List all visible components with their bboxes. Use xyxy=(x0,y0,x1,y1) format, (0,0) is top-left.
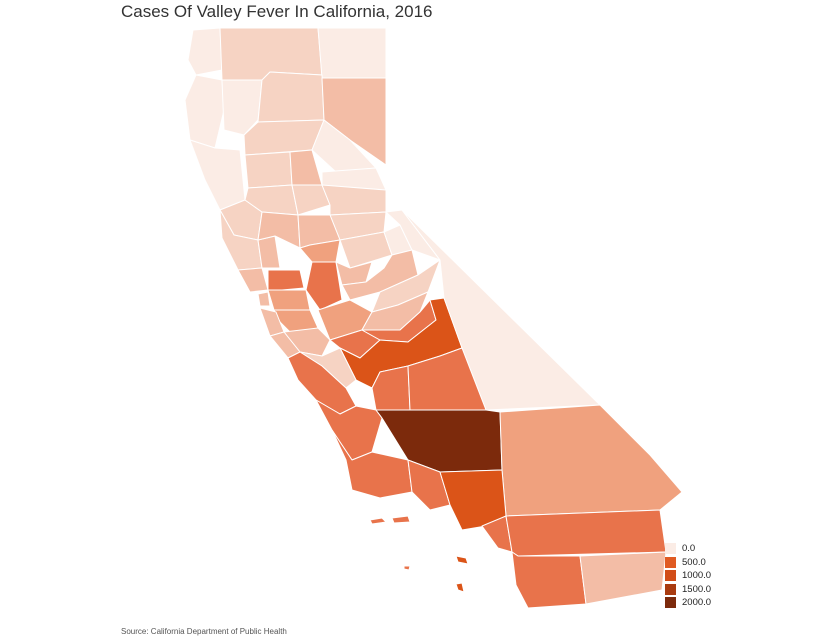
map-title: Cases Of Valley Fever In California, 201… xyxy=(121,2,433,21)
county-calaveras xyxy=(341,249,419,301)
county-solano xyxy=(267,269,305,291)
island-san-nicolas xyxy=(403,565,411,571)
county-imperial xyxy=(579,551,667,605)
county-napa xyxy=(257,235,281,269)
county-shasta xyxy=(257,71,325,123)
county-trinity xyxy=(221,79,263,136)
county-san-bernardino xyxy=(499,404,683,517)
county-riverside xyxy=(505,509,667,557)
legend-swatch xyxy=(665,583,676,595)
county-san-luis-obispo xyxy=(315,399,383,461)
county-nevada xyxy=(321,184,387,216)
county-tulare xyxy=(407,347,487,411)
island-santa-cruz xyxy=(391,515,411,524)
legend-item: 500.0 xyxy=(665,556,711,570)
county-marin xyxy=(237,267,269,293)
legend-item: 0.0 xyxy=(665,542,711,556)
county-humboldt xyxy=(184,74,225,149)
island-catalina xyxy=(455,555,469,565)
county-mono xyxy=(385,209,441,261)
legend-label: 2000.0 xyxy=(682,597,712,609)
county-san-diego xyxy=(511,551,587,609)
county-glenn xyxy=(244,151,293,189)
county-lassen xyxy=(321,77,387,166)
county-san-francisco xyxy=(257,291,271,307)
legend-label: 1000.0 xyxy=(682,570,712,582)
legend-item: 2000.0 xyxy=(665,596,711,610)
legend-swatch xyxy=(665,597,676,609)
legend-label: 1500.0 xyxy=(682,583,712,595)
legend-swatch xyxy=(665,556,676,568)
legend-item: 1000.0 xyxy=(665,569,711,583)
map-legend: 0.0 500.0 1000.0 1500.0 2000.0 xyxy=(665,542,711,610)
island-santa-rosa xyxy=(369,517,387,525)
legend-label: 500.0 xyxy=(682,556,706,568)
county-yolo xyxy=(257,211,301,249)
island-clemente xyxy=(455,582,465,593)
legend-swatch xyxy=(665,543,676,555)
source-note: Source: California Department of Public … xyxy=(121,627,287,636)
legend-label: 0.0 xyxy=(682,543,696,555)
county-san-joaquin xyxy=(305,261,343,311)
county-del-norte xyxy=(187,27,223,76)
county-modoc xyxy=(317,27,387,79)
county-amador xyxy=(335,261,373,286)
legend-item: 1500.0 xyxy=(665,583,711,597)
county-sacramento xyxy=(299,239,341,263)
legend-swatch xyxy=(665,570,676,582)
county-mendocino xyxy=(189,139,246,211)
county-butte xyxy=(289,149,323,191)
county-ventura xyxy=(407,459,451,511)
